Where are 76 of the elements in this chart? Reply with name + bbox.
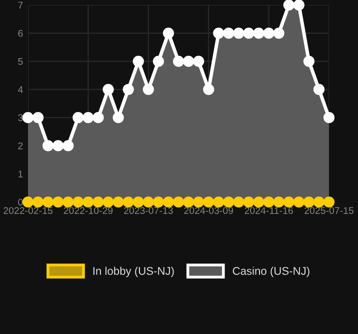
point [122, 196, 134, 208]
y-tick-label: 2 [18, 142, 23, 150]
point [313, 196, 325, 208]
point [102, 196, 114, 208]
point [223, 28, 234, 39]
legend-label: In lobby (US-NJ) [93, 266, 174, 278]
point [82, 112, 94, 124]
point [323, 112, 335, 124]
point [72, 196, 84, 208]
point [263, 196, 274, 208]
point [162, 196, 174, 208]
point [102, 84, 114, 95]
point [22, 112, 34, 124]
point [273, 196, 284, 208]
point [253, 196, 264, 208]
point [182, 196, 194, 208]
x-tick-label: 2024-11-16 [244, 207, 293, 214]
point [243, 196, 254, 208]
point [182, 56, 194, 67]
y-tick-label: 7 [18, 2, 23, 9]
point [293, 196, 304, 208]
point [243, 28, 254, 39]
point [142, 84, 154, 95]
point [172, 56, 184, 67]
point [213, 28, 224, 39]
x-tick-label: 2023-07-13 [124, 207, 173, 214]
point [42, 196, 54, 208]
point [112, 196, 124, 208]
point [92, 196, 104, 208]
point [82, 196, 94, 208]
x-tick-label: 2024-03-09 [184, 207, 234, 214]
point [193, 196, 204, 208]
legend-label: Casino (US-NJ) [232, 266, 310, 278]
point [92, 112, 104, 124]
point [172, 196, 184, 208]
y-tick-label: 4 [18, 86, 23, 93]
point [203, 196, 214, 208]
y-tick-label: 5 [18, 58, 23, 65]
point [303, 196, 314, 208]
point [62, 140, 74, 152]
x-tick-label: 2025-07-15 [304, 207, 354, 214]
x-tick-label: 2022-02-15 [4, 207, 52, 214]
point [193, 56, 204, 67]
point [42, 140, 54, 152]
point [263, 28, 274, 39]
point [203, 84, 214, 95]
point [233, 196, 244, 208]
point [142, 196, 154, 208]
point [283, 0, 294, 11]
point [112, 112, 124, 124]
y-tick-label: 6 [18, 30, 23, 37]
x-tick-label: 2022-10-29 [64, 207, 113, 214]
point [62, 196, 74, 208]
y-tick-label: 0 [18, 198, 23, 206]
point [313, 84, 325, 95]
point [32, 196, 44, 208]
point [52, 140, 64, 152]
point [152, 196, 164, 208]
point [152, 56, 164, 67]
point [233, 28, 244, 39]
point [293, 0, 304, 11]
point [132, 196, 144, 208]
point [253, 28, 264, 39]
point [323, 196, 335, 208]
point [32, 112, 44, 124]
point [162, 28, 174, 39]
y-tick-label: 1 [18, 170, 23, 178]
point [122, 84, 134, 95]
point [283, 196, 294, 208]
point [273, 28, 284, 39]
point [213, 196, 224, 208]
point [132, 56, 144, 67]
point [303, 56, 314, 67]
point [52, 196, 64, 208]
point [72, 112, 84, 124]
point [223, 196, 234, 208]
